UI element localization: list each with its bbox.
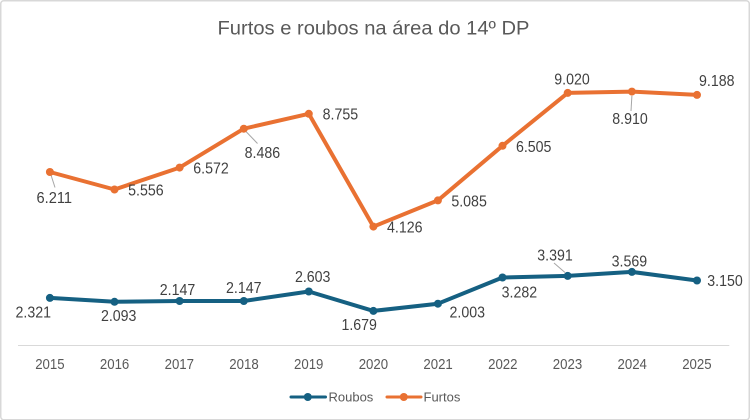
svg-text:Furtos: Furtos [424, 389, 461, 404]
svg-text:2.003: 2.003 [450, 305, 486, 322]
svg-text:2.321: 2.321 [16, 305, 52, 322]
svg-text:2022: 2022 [488, 357, 517, 373]
svg-text:5.556: 5.556 [128, 182, 164, 199]
svg-text:2.147: 2.147 [160, 282, 196, 299]
svg-text:5.085: 5.085 [451, 194, 487, 211]
svg-text:3.569: 3.569 [612, 254, 648, 271]
svg-text:3.391: 3.391 [537, 248, 573, 265]
svg-text:2020: 2020 [359, 357, 388, 373]
svg-text:2019: 2019 [294, 357, 323, 373]
svg-text:2023: 2023 [553, 357, 582, 373]
svg-text:2.093: 2.093 [101, 308, 137, 325]
svg-text:2021: 2021 [423, 357, 452, 373]
svg-text:9.188: 9.188 [699, 73, 735, 90]
svg-text:2017: 2017 [165, 357, 194, 373]
svg-text:6.572: 6.572 [193, 161, 229, 178]
svg-text:2015: 2015 [35, 357, 64, 373]
svg-text:2.603: 2.603 [295, 269, 331, 286]
svg-text:2016: 2016 [100, 357, 129, 373]
svg-text:3.282: 3.282 [502, 284, 538, 301]
svg-text:2025: 2025 [682, 357, 711, 373]
svg-text:6.505: 6.505 [516, 139, 552, 156]
svg-text:3.150: 3.150 [707, 273, 743, 290]
svg-text:Furtos e roubos na área do 14º: Furtos e roubos na área do 14º DP [218, 18, 530, 39]
svg-text:Roubos: Roubos [329, 389, 374, 404]
svg-text:8.755: 8.755 [323, 107, 359, 124]
svg-text:2018: 2018 [229, 357, 258, 373]
svg-text:6.211: 6.211 [37, 190, 73, 207]
svg-text:9.020: 9.020 [554, 72, 590, 89]
svg-text:8.486: 8.486 [245, 145, 281, 162]
svg-text:4.126: 4.126 [387, 219, 423, 236]
svg-text:2.147: 2.147 [226, 280, 262, 297]
svg-text:2024: 2024 [618, 357, 647, 373]
svg-text:1.679: 1.679 [341, 317, 377, 334]
svg-text:8.910: 8.910 [612, 111, 648, 128]
